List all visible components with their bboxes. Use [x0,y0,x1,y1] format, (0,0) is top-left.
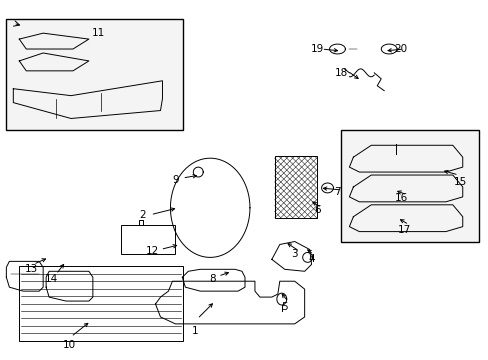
Bar [274,156,316,218]
Text: 20: 20 [394,44,407,54]
Text: 16: 16 [394,193,407,203]
Bar [19,266,183,341]
Text: 7: 7 [333,187,340,197]
Text: 11: 11 [92,28,105,38]
Text: 14: 14 [44,274,58,284]
Text: 1: 1 [192,326,198,336]
Text: 6: 6 [314,205,320,215]
Text: 8: 8 [208,274,215,284]
Bar [121,225,175,255]
Text: 17: 17 [397,225,410,235]
Text: 19: 19 [310,44,324,54]
Text: 10: 10 [62,340,76,350]
Text: 9: 9 [172,175,178,185]
Text: 18: 18 [334,68,347,78]
Text: 13: 13 [24,264,38,274]
Text: 5: 5 [281,302,287,312]
Bar [341,130,478,242]
Bar [6,19,183,130]
Text: 2: 2 [139,210,145,220]
Text: 15: 15 [453,177,467,187]
Text: 12: 12 [145,247,159,256]
Text: 3: 3 [291,249,297,260]
Text: 4: 4 [307,255,314,264]
